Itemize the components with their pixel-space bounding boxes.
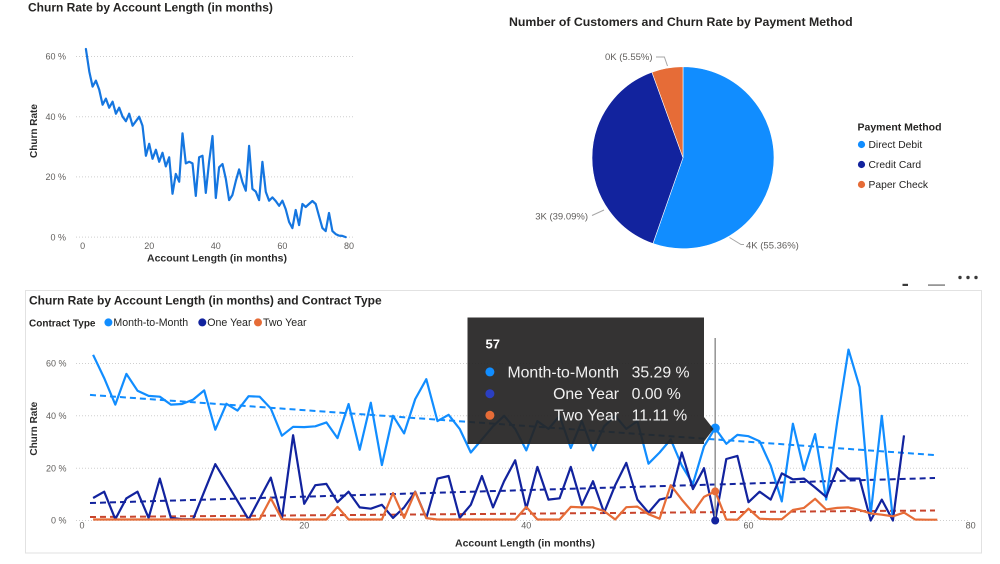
svg-text:40 %: 40 %	[46, 411, 67, 421]
svg-text:20: 20	[144, 241, 154, 251]
svg-text:Churn Rate by Account Length (: Churn Rate by Account Length (in months)	[28, 1, 273, 15]
svg-text:60: 60	[277, 241, 287, 251]
svg-text:11.11 %: 11.11 %	[632, 408, 688, 425]
svg-text:40: 40	[521, 521, 531, 531]
svg-text:60 %: 60 %	[45, 52, 66, 62]
svg-text:Churn Rate: Churn Rate	[29, 401, 40, 455]
svg-text:0: 0	[79, 521, 84, 531]
svg-text:0 %: 0 %	[50, 232, 66, 242]
svg-text:40 %: 40 %	[45, 112, 66, 122]
svg-text:Two Year: Two Year	[554, 408, 619, 425]
svg-text:Contract Type: Contract Type	[29, 319, 96, 330]
svg-text:4K (55.36%): 4K (55.36%)	[746, 241, 799, 252]
svg-text:Churn Rate by Account Length (: Churn Rate by Account Length (in months)…	[29, 294, 382, 308]
svg-text:One Year: One Year	[207, 317, 252, 329]
svg-text:57: 57	[486, 337, 500, 352]
svg-text:Number of Customers and Churn: Number of Customers and Churn Rate by Pa…	[509, 15, 853, 29]
svg-text:Paper Check: Paper Check	[869, 180, 929, 191]
svg-text:One Year: One Year	[553, 386, 619, 403]
svg-text:Two Year: Two Year	[263, 317, 307, 329]
svg-text:60 %: 60 %	[46, 359, 67, 369]
svg-text:40: 40	[211, 241, 221, 251]
svg-text:Account Length (in months): Account Length (in months)	[455, 538, 595, 550]
svg-text:Churn Rate: Churn Rate	[29, 104, 40, 158]
svg-text:80: 80	[966, 521, 976, 531]
svg-text:0: 0	[80, 241, 85, 251]
svg-text:Payment Method: Payment Method	[858, 122, 942, 134]
svg-text:0.00 %: 0.00 %	[632, 386, 681, 403]
svg-text:Direct Debit: Direct Debit	[869, 140, 923, 151]
svg-text:35.29 %: 35.29 %	[632, 364, 690, 381]
svg-text:20 %: 20 %	[45, 172, 66, 182]
svg-text:60: 60	[743, 521, 753, 531]
svg-text:Month-to-Month: Month-to-Month	[507, 364, 619, 381]
svg-text:Month-to-Month: Month-to-Month	[113, 317, 188, 329]
svg-text:Credit Card: Credit Card	[869, 160, 922, 171]
svg-text:Account Length (in months): Account Length (in months)	[147, 253, 287, 265]
svg-text:0 %: 0 %	[51, 516, 67, 526]
svg-text:3K (39.09%): 3K (39.09%)	[535, 212, 588, 223]
svg-text:0K (5.55%): 0K (5.55%)	[605, 52, 653, 63]
svg-text:80: 80	[344, 241, 354, 251]
svg-text:20: 20	[299, 521, 309, 531]
svg-text:20 %: 20 %	[46, 463, 67, 473]
